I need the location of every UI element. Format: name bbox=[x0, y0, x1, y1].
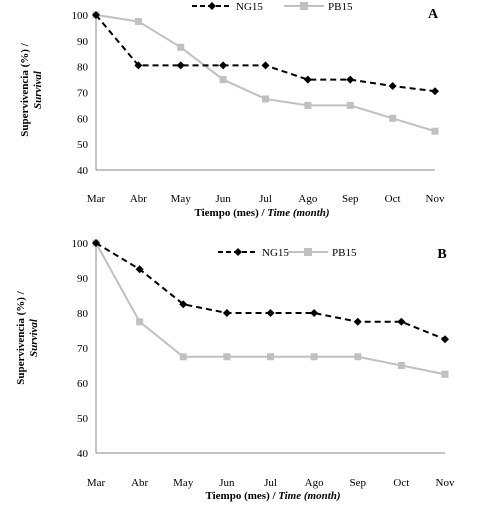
y-tick-label: 90 bbox=[77, 273, 89, 285]
x-tick-label: Jun bbox=[215, 193, 231, 205]
x-tick-label: Nov bbox=[426, 193, 445, 205]
x-tick-label: Ago bbox=[298, 193, 317, 205]
y-tick-label: 70 bbox=[77, 88, 89, 100]
y-axis-title: Supervivencia (%) /Survival bbox=[19, 42, 44, 136]
legend-label-ng15: NG15 bbox=[236, 1, 263, 13]
legend-pb15-marker bbox=[304, 248, 312, 256]
y-tick-label: 60 bbox=[77, 378, 89, 390]
x-tick-label: Jun bbox=[219, 477, 235, 489]
data-point-ng15 bbox=[303, 75, 312, 84]
x-tick-label: Oct bbox=[393, 477, 409, 489]
legend-label-pb15: PB15 bbox=[332, 247, 357, 259]
data-point-ng15 bbox=[388, 82, 397, 91]
legend-ng15-marker bbox=[234, 248, 242, 256]
data-point-pb15 bbox=[267, 353, 274, 361]
data-point-pb15 bbox=[179, 353, 187, 361]
y-axis-title: Supervivencia (%) /Survival bbox=[15, 290, 40, 384]
x-tick-label: Jul bbox=[264, 477, 277, 489]
data-point-ng15 bbox=[134, 61, 143, 70]
x-tick-label: Mar bbox=[87, 193, 106, 205]
x-tick-label: Abr bbox=[131, 477, 148, 489]
data-point-pb15 bbox=[397, 362, 405, 369]
y-tick-label: 100 bbox=[72, 10, 89, 22]
data-point-ng15 bbox=[397, 317, 406, 326]
x-tick-label: May bbox=[171, 193, 192, 205]
data-point-pb15 bbox=[262, 95, 269, 103]
data-point-pb15 bbox=[219, 76, 227, 84]
data-point-ng15 bbox=[92, 11, 100, 19]
data-point-ng15 bbox=[179, 300, 188, 309]
data-point-ng15 bbox=[266, 309, 275, 317]
legend: NG15 PB15 bbox=[192, 1, 353, 13]
panel-letter: A bbox=[428, 7, 439, 22]
legend-label-ng15: NG15 bbox=[262, 247, 289, 259]
data-point-pb15 bbox=[134, 17, 142, 25]
panel-letter: B bbox=[437, 247, 446, 262]
data-point-pb15 bbox=[354, 353, 362, 361]
y-tick-label: 80 bbox=[77, 308, 89, 320]
y-tick-label: 60 bbox=[77, 113, 89, 125]
data-point-ng15 bbox=[135, 265, 144, 274]
data-point-pb15 bbox=[346, 101, 354, 109]
data-point-ng15 bbox=[431, 87, 439, 96]
y-tick-label: 40 bbox=[77, 165, 89, 177]
data-point-ng15 bbox=[219, 61, 228, 70]
data-point-ng15 bbox=[346, 75, 355, 84]
y-tick-label: 50 bbox=[77, 413, 89, 425]
data-point-pb15 bbox=[310, 353, 318, 361]
y-tick-label: 100 bbox=[72, 238, 89, 250]
data-point-pb15 bbox=[389, 114, 397, 122]
y-tick-label: 70 bbox=[77, 343, 89, 355]
x-tick-label: Jul bbox=[259, 193, 272, 205]
x-tick-label: Abr bbox=[130, 193, 147, 205]
y-tick-label: 90 bbox=[77, 36, 89, 48]
x-axis-title: Tiempo (mes) / Time (month) bbox=[194, 207, 329, 219]
data-point-ng15 bbox=[222, 309, 231, 317]
legend-pb15-marker bbox=[300, 2, 308, 10]
x-tick-label: Sep bbox=[342, 193, 359, 205]
data-point-pb15 bbox=[304, 101, 312, 109]
legend-label-pb15: PB15 bbox=[328, 1, 353, 13]
data-point-ng15 bbox=[176, 61, 185, 70]
x-tick-label: Mar bbox=[87, 477, 106, 489]
y-tick-label: 50 bbox=[77, 139, 89, 151]
data-point-ng15 bbox=[310, 309, 319, 317]
chart-panel-b: B Tiempo (mes) / Time (month) Superviven… bbox=[15, 238, 455, 502]
x-tick-label: Ago bbox=[305, 477, 324, 489]
data-point-pb15 bbox=[136, 318, 144, 326]
x-tick-label: May bbox=[173, 477, 194, 489]
data-point-pb15 bbox=[177, 43, 185, 51]
data-point-pb15 bbox=[223, 353, 231, 361]
legend: NG15 PB15 bbox=[218, 247, 357, 259]
x-tick-label: Nov bbox=[436, 477, 455, 489]
data-point-ng15 bbox=[92, 239, 100, 247]
data-point-ng15 bbox=[353, 317, 362, 326]
data-point-ng15 bbox=[261, 61, 270, 70]
x-tick-label: Oct bbox=[385, 193, 401, 205]
chart-panel-a: A Tiempo (mes) / Time (month) Superviven… bbox=[19, 1, 445, 219]
y-tick-label: 80 bbox=[77, 62, 89, 74]
x-axis-title: Tiempo (mes) / Time (month) bbox=[205, 490, 340, 502]
y-tick-label: 40 bbox=[77, 448, 89, 460]
data-point-pb15 bbox=[441, 370, 449, 378]
series-line-pb15 bbox=[95, 14, 436, 133]
legend-ng15-marker bbox=[208, 2, 216, 10]
x-tick-label: Sep bbox=[350, 477, 367, 489]
data-point-ng15 bbox=[441, 335, 449, 344]
data-point-pb15 bbox=[431, 127, 439, 135]
